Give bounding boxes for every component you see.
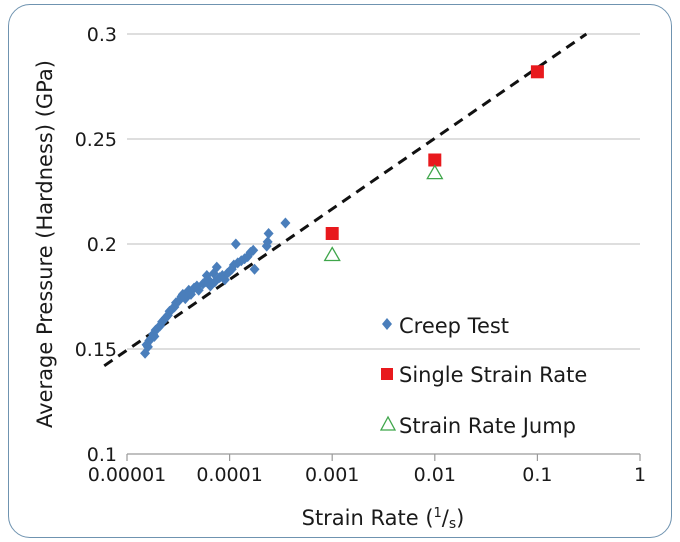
y-axis-ticks: 0.1 0.15 0.2 0.25 0.3 <box>75 24 117 466</box>
y-axis-title: Average Pressure (Hardness) (GPa) <box>33 60 57 428</box>
x-tick-label: 0.01 <box>414 464 456 486</box>
creep-test-point <box>230 238 241 250</box>
x-axis-ticks: 0.00001 0.0001 0.001 0.01 0.1 1 <box>88 454 646 486</box>
creep-test-point <box>249 263 260 275</box>
legend-label-creep-test: Creep Test <box>399 314 509 338</box>
legend-label-strain-rate-jump: Strain Rate Jump <box>399 414 576 438</box>
x-tick-label: 0.0001 <box>196 464 262 486</box>
x-tick-label: 1 <box>634 464 646 486</box>
legend-marker-triangle <box>379 415 397 431</box>
creep-test-point <box>263 228 274 239</box>
y-tick-label: 0.3 <box>87 24 117 46</box>
creep-test-point <box>236 255 247 267</box>
creep-test-point <box>248 244 259 256</box>
trendline <box>103 32 588 368</box>
x-tick-label: 0.00001 <box>88 464 167 486</box>
single-strain-rate-point <box>428 153 442 167</box>
y-tick-label: 0.15 <box>75 339 117 361</box>
legend-item-creep-test: Creep Test <box>382 314 509 338</box>
strain-rate-jump-point <box>426 164 444 180</box>
single-strain-rate-point <box>530 65 544 79</box>
x-tick-label: 0.1 <box>522 464 552 486</box>
legend-marker-diamond <box>382 318 392 330</box>
y-tick-label: 0.2 <box>87 234 117 256</box>
legend-marker-square <box>381 368 393 380</box>
y-tick-label: 0.1 <box>87 444 117 466</box>
legend-item-strain-rate-jump: Strain Rate Jump <box>379 414 576 438</box>
legend-item-single-strain-rate: Single Strain Rate <box>381 363 587 387</box>
legend-label-single-strain-rate: Single Strain Rate <box>399 363 587 387</box>
legend: Creep Test Single Strain Rate Strain Rat… <box>379 314 587 438</box>
x-axis-title: Strain Rate (1/s) <box>302 506 465 532</box>
x-tick-label: 0.001 <box>305 464 359 486</box>
creep-test-point <box>280 217 291 229</box>
y-tick-label: 0.25 <box>75 129 117 151</box>
creep-test-point <box>262 236 273 248</box>
single-strain-rate-point <box>325 227 339 240</box>
creep-test-point <box>211 261 222 273</box>
trendline-dashed <box>103 32 588 368</box>
chart-frame <box>8 4 672 538</box>
grid-lines <box>127 33 640 350</box>
data-points <box>140 65 544 359</box>
strain-rate-jump-point <box>323 246 341 262</box>
